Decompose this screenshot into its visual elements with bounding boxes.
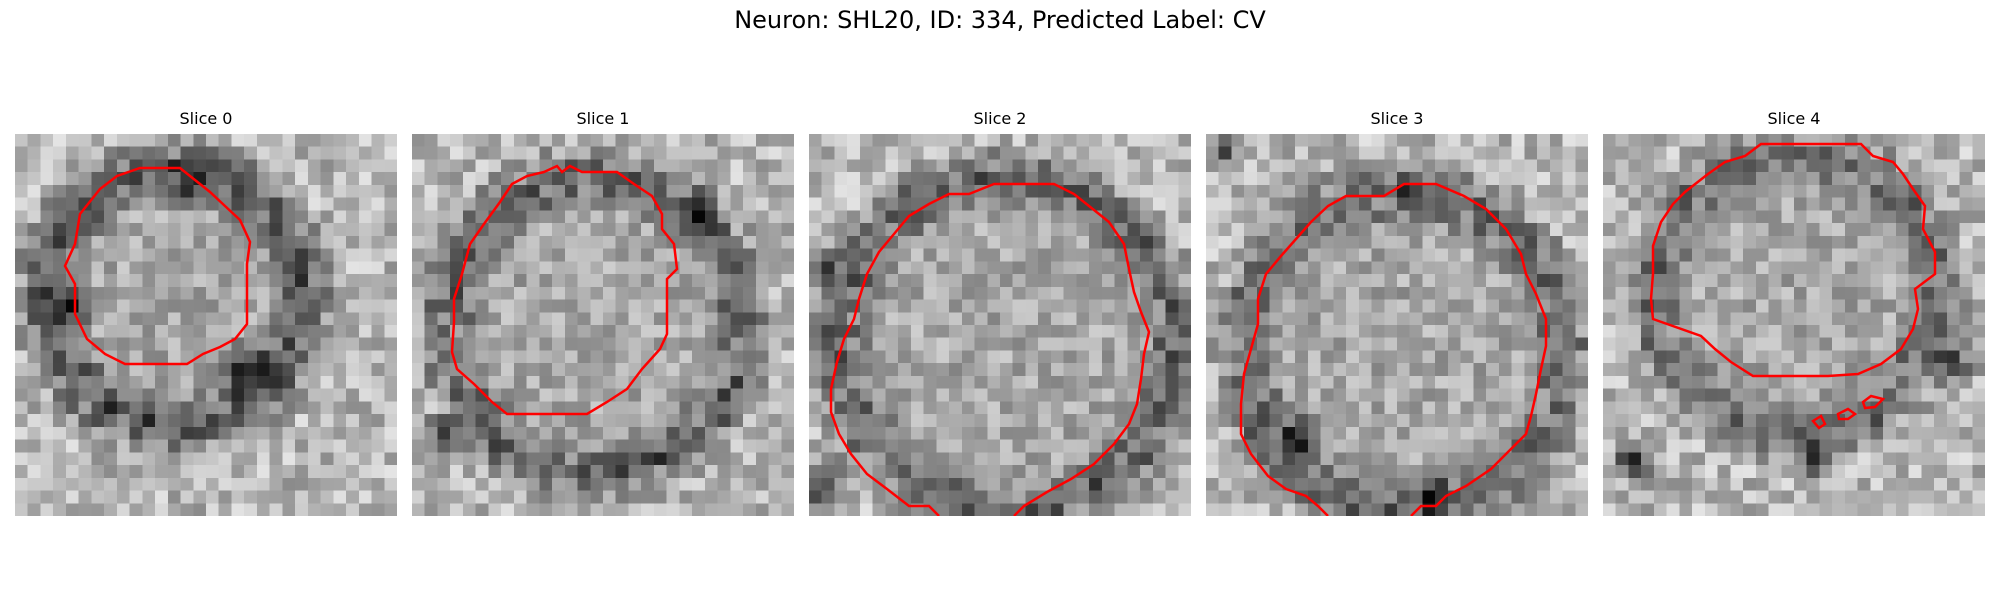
slice-panel-3: Slice 3 [1206,108,1588,516]
slice-image [412,134,794,516]
segmentation-contour [1239,182,1548,516]
slice-panel-0: Slice 0 [15,108,397,516]
segmentation-contour [63,166,252,366]
slice-title: Slice 0 [179,109,233,128]
segmentation-contour [1649,142,1937,430]
slice-title: Slice 3 [1370,109,1424,128]
segmentation-contour [450,164,679,416]
slice-image [15,134,397,516]
slice-title: Slice 1 [576,109,630,128]
slice-title: Slice 4 [1767,109,1821,128]
figure-title: Neuron: SHL20, ID: 334, Predicted Label:… [734,6,1266,34]
slice-image [809,134,1191,516]
slice-panel-4: Slice 4 [1603,108,1985,516]
slice-image [1206,134,1588,516]
slice-panel-1: Slice 1 [412,108,794,516]
slice-panel-2: Slice 2 [809,108,1191,516]
slice-title: Slice 2 [973,109,1027,128]
segmentation-contour [829,182,1151,516]
